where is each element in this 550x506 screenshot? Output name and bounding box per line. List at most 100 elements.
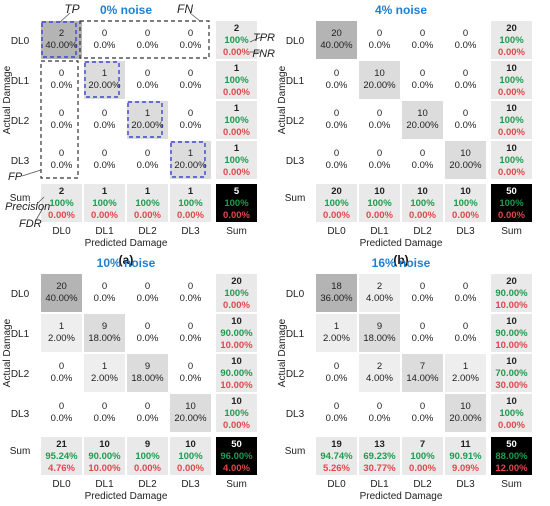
precision-value: 100% xyxy=(49,198,74,209)
col-label-sum: Sum xyxy=(501,226,522,237)
col-label: DL3 xyxy=(181,479,200,490)
fn-pointer xyxy=(189,12,201,22)
col-label: DL1 xyxy=(95,479,114,490)
fnr-value: 0.00% xyxy=(223,167,250,178)
tpr-value: 100% xyxy=(499,155,524,166)
cell-count: 0 xyxy=(420,68,425,79)
cell-count: 0 xyxy=(463,68,468,79)
fnr-value: 0.00% xyxy=(498,420,525,431)
dl2-dashed-box xyxy=(127,101,163,138)
matrix-cell xyxy=(402,141,443,179)
row-label: DL1 xyxy=(11,329,30,340)
cell-percent: 0.0% xyxy=(137,40,159,51)
tpr-value: 100% xyxy=(224,155,249,166)
fn-dashed-box xyxy=(79,20,210,59)
row-label: DL2 xyxy=(11,369,30,380)
row-label-sum: Sum xyxy=(285,446,306,457)
row-sum-cell xyxy=(491,61,532,99)
cell-percent: 20.00% xyxy=(174,160,207,171)
chart-title: 16% noise xyxy=(372,256,431,270)
tpr-value: 90.00% xyxy=(220,328,253,339)
cell-percent: 0.0% xyxy=(94,293,116,304)
cell-count: 10 xyxy=(460,401,471,412)
precision-value: 100% xyxy=(453,198,478,209)
col-sum-cell xyxy=(316,184,357,222)
fnr-value: 0.00% xyxy=(223,47,250,58)
col-sum-cell xyxy=(445,184,486,222)
cell-count: 0 xyxy=(377,401,382,412)
matrix-cell xyxy=(84,274,125,312)
tpr-label: TPR xyxy=(253,32,275,44)
cell-percent: 0.0% xyxy=(369,160,391,171)
cell-count: 1 xyxy=(188,148,193,159)
matrix-cell xyxy=(127,61,168,99)
dl3-dashed-box xyxy=(170,141,206,178)
matrix-cell xyxy=(359,141,400,179)
fnr-value: 0.00% xyxy=(498,167,525,178)
cell-count: 0 xyxy=(145,68,150,79)
cell-count: 0 xyxy=(102,281,107,292)
cell-count: 1 xyxy=(463,361,468,372)
row-sum-value: 10 xyxy=(506,356,517,367)
cell-percent: 0.0% xyxy=(51,80,73,91)
cell-count: 20 xyxy=(56,281,67,292)
cell-percent: 0.0% xyxy=(412,333,434,344)
error-value: 0.00% xyxy=(223,210,250,221)
col-label: DL1 xyxy=(370,226,389,237)
matrix-cell xyxy=(170,314,211,352)
cell-count: 0 xyxy=(420,321,425,332)
cell-count: 9 xyxy=(377,321,382,332)
row-sum-value: 10 xyxy=(506,63,517,74)
cell-count: 0 xyxy=(102,401,107,412)
cell-percent: 0.0% xyxy=(455,293,477,304)
cell-count: 0 xyxy=(59,361,64,372)
x-axis-label: Predicted Damage xyxy=(85,491,168,502)
matrix-cell xyxy=(41,314,82,352)
cell-count: 0 xyxy=(188,28,193,39)
row-sum-value: 10 xyxy=(231,356,242,367)
cell-count: 10 xyxy=(460,148,471,159)
cell-percent: 0.0% xyxy=(326,120,348,131)
precision-value: 94.74% xyxy=(320,451,353,462)
matrix-cell xyxy=(445,101,486,139)
panel-label: (b) xyxy=(393,253,408,267)
cell-count: 0 xyxy=(334,401,339,412)
tpr-value: 100% xyxy=(224,408,249,419)
col-label-sum: Sum xyxy=(501,479,522,490)
x-axis-label: Predicted Damage xyxy=(360,238,443,249)
matrix-cell xyxy=(402,314,443,352)
cell-percent: 0.0% xyxy=(455,80,477,91)
row-label: DL1 xyxy=(286,76,305,87)
matrix-cell xyxy=(41,394,82,432)
panel-b: 4% noise 20 40.00% 0 0.0% 0 0.0% 0 0.0% 20 100% 0.0… xyxy=(275,0,550,267)
total-value: 50 xyxy=(506,439,517,450)
fnr-value: 10.00% xyxy=(220,340,253,351)
row-sum-value: 10 xyxy=(506,143,517,154)
row-sum-cell xyxy=(216,354,257,392)
cell-count: 0 xyxy=(334,68,339,79)
cell-percent: 0.0% xyxy=(137,80,159,91)
row-sum-value: 1 xyxy=(234,143,240,154)
row-sum-value: 10 xyxy=(506,103,517,114)
cell-count: 20 xyxy=(331,28,342,39)
row-label: DL3 xyxy=(286,409,305,420)
matrix-cell xyxy=(170,354,211,392)
tp-dashed-box xyxy=(41,21,77,58)
precision-value: 100% xyxy=(135,451,160,462)
row-label: DL2 xyxy=(286,369,305,380)
precision-label: Precision xyxy=(5,201,50,213)
tpr-value: 100% xyxy=(499,115,524,126)
cell-percent: 20.00% xyxy=(131,120,164,131)
x-axis-label: Predicted Damage xyxy=(360,491,443,502)
cell-count: 0 xyxy=(377,148,382,159)
fnr-value: 0.00% xyxy=(498,87,525,98)
fnr-value: 30.00% xyxy=(495,380,528,391)
tpr-value: 100% xyxy=(499,408,524,419)
cell-percent: 0.0% xyxy=(369,40,391,51)
matrix-cell xyxy=(359,354,400,392)
cell-percent: 20.00% xyxy=(174,413,207,424)
matrix-cell xyxy=(316,354,357,392)
cell-percent: 0.0% xyxy=(137,413,159,424)
row-label: DL0 xyxy=(11,289,30,300)
col-sum-value: 19 xyxy=(331,439,342,450)
